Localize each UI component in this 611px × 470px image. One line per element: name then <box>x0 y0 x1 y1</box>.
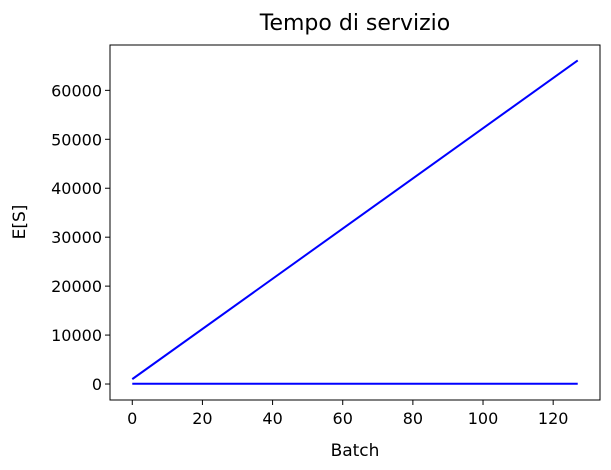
x-tick-label: 60 <box>333 409 353 428</box>
x-tick-label: 100 <box>468 409 499 428</box>
y-tick-label: 40000 <box>51 179 102 198</box>
y-tick-label: 30000 <box>51 228 102 247</box>
x-axis-ticks: 0 20 40 60 80 100 120 <box>127 400 568 428</box>
x-tick-label: 120 <box>538 409 569 428</box>
x-tick-label: 20 <box>192 409 212 428</box>
y-axis-ticks: 0 10000 20000 30000 40000 50000 60000 <box>51 81 110 394</box>
x-axis-label: Batch <box>331 441 380 461</box>
chart-title: Tempo di servizio <box>259 11 450 36</box>
series-line-1 <box>131 59 579 380</box>
x-tick-label: 0 <box>127 409 137 428</box>
x-tick-label: 40 <box>262 409 282 428</box>
series-layer <box>131 59 579 385</box>
y-tick-label: 10000 <box>51 326 102 345</box>
y-tick-label: 0 <box>92 375 102 394</box>
y-tick-label: 20000 <box>51 277 102 296</box>
y-tick-label: 50000 <box>51 130 102 149</box>
y-tick-label: 60000 <box>51 81 102 100</box>
y-axis-label: E[S] <box>10 205 30 240</box>
x-tick-label: 80 <box>403 409 423 428</box>
plot-area-frame <box>109 44 601 401</box>
